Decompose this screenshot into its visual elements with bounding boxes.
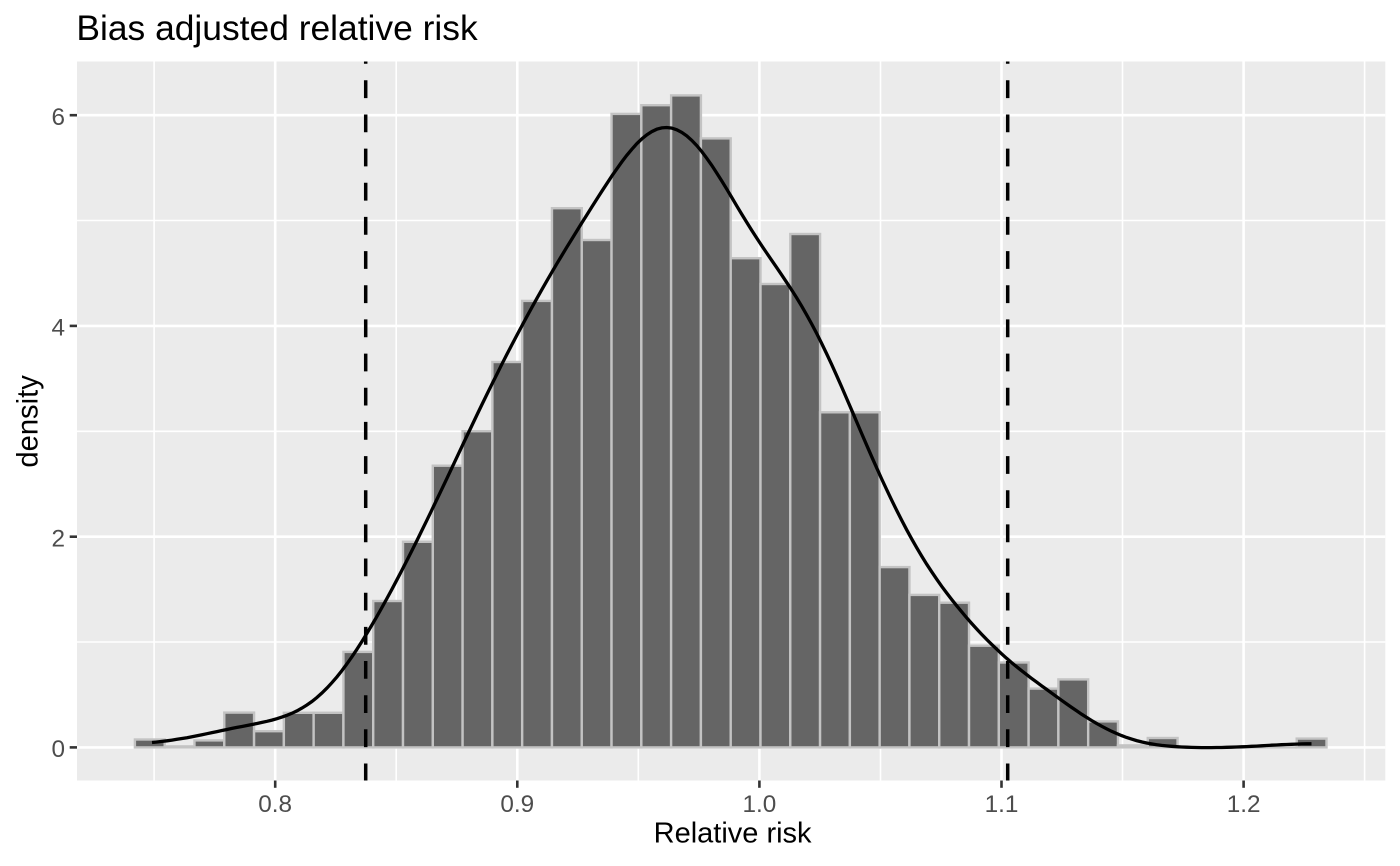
- svg-text:0.9: 0.9: [500, 791, 534, 818]
- svg-text:4: 4: [51, 315, 65, 342]
- svg-text:6: 6: [51, 104, 65, 131]
- svg-text:density: density: [12, 375, 44, 468]
- svg-text:0.8: 0.8: [258, 791, 292, 818]
- svg-text:2: 2: [51, 525, 65, 552]
- svg-text:Relative risk: Relative risk: [654, 818, 812, 850]
- svg-text:1.1: 1.1: [985, 791, 1019, 818]
- svg-text:0: 0: [51, 736, 65, 763]
- svg-text:Bias adjusted relative risk: Bias adjusted relative risk: [76, 8, 478, 48]
- svg-text:1.2: 1.2: [1227, 791, 1261, 818]
- svg-text:1.0: 1.0: [743, 791, 777, 818]
